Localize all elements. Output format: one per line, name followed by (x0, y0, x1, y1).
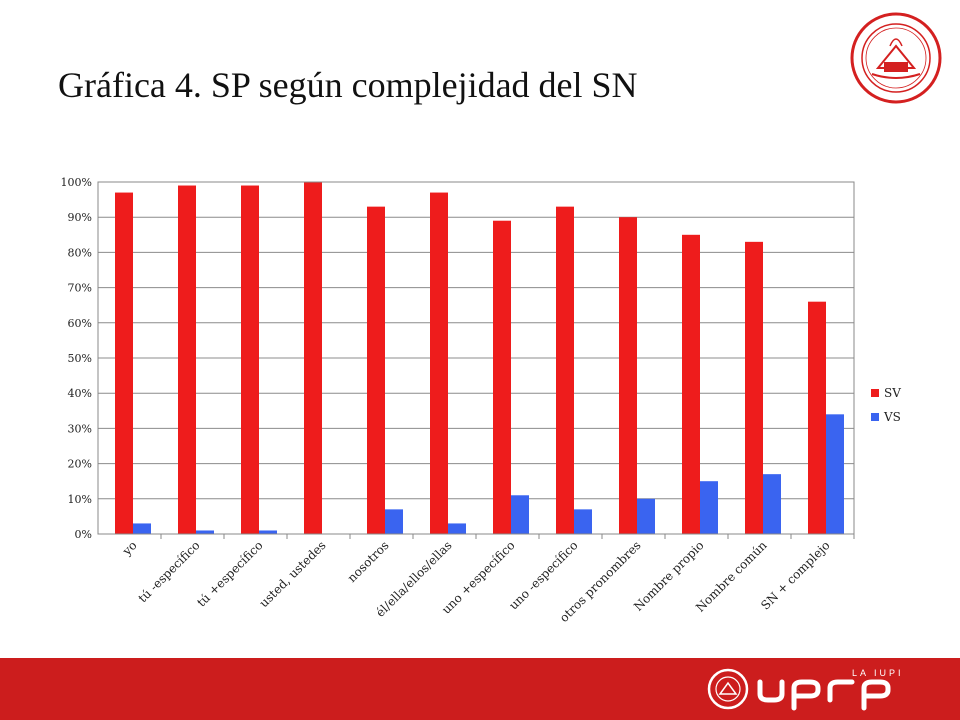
y-tick-label: 0% (75, 528, 92, 541)
y-axis-ticks: 0% 10% 20% 30% 40% 50% 60% 70% 80% 90% 100% (61, 176, 92, 541)
bar-sv (178, 185, 196, 534)
bar-sv (556, 206, 574, 534)
bar-sv (430, 192, 448, 534)
bar-vs (637, 498, 655, 534)
bar-sv (241, 185, 259, 534)
x-tick-label: SN + complejo (758, 538, 832, 612)
y-tick-label: 60% (68, 317, 92, 330)
bar-vs (700, 481, 718, 534)
bar-sv (367, 206, 385, 534)
bar-vs (196, 530, 214, 534)
plot-frame (97, 181, 855, 535)
y-tick-label: 50% (68, 352, 92, 365)
bar-sv (808, 301, 826, 534)
y-tick-label: 100% (61, 176, 92, 189)
bar-sv (304, 182, 322, 534)
legend: SV VS (871, 386, 901, 424)
x-tick-label: yo (119, 538, 140, 559)
x-tick-label: tú +específico (194, 538, 265, 609)
university-seal-icon (850, 12, 942, 104)
bar-sv (745, 241, 763, 534)
y-tick-label: 70% (68, 282, 92, 295)
y-tick-label: 80% (68, 246, 92, 259)
bars (115, 182, 844, 535)
footer-bar (0, 658, 960, 720)
footer-tagline: LA IUPI (852, 668, 904, 678)
bar-vs (259, 530, 277, 534)
x-tick-label: tú -específico (135, 538, 202, 605)
legend-label-sv: SV (884, 386, 901, 400)
y-tick-label: 10% (68, 493, 92, 506)
bar-vs (511, 495, 529, 534)
y-tick-label: 20% (68, 458, 92, 471)
y-tick-label: 40% (68, 387, 92, 400)
y-tick-label: 90% (68, 211, 92, 224)
bar-vs (448, 523, 466, 534)
y-tick-label: 30% (68, 422, 92, 435)
legend-swatch-vs (871, 413, 879, 421)
bar-vs (574, 509, 592, 534)
bar-vs (763, 474, 781, 534)
x-tick-label: nosotros (345, 538, 392, 585)
slide-title: Gráfica 4. SP según complejidad del SN (58, 65, 638, 105)
x-tick-label: usted, ustedes (257, 538, 329, 610)
bar-vs (385, 509, 403, 534)
bar-sv (619, 217, 637, 534)
bar-vs (133, 523, 151, 534)
legend-label-vs: VS (883, 410, 901, 424)
legend-swatch-sv (871, 389, 879, 397)
bar-sv (682, 234, 700, 535)
bar-sv (115, 192, 133, 534)
uprrp-logo-icon (707, 668, 891, 711)
gridlines (98, 181, 854, 535)
bar-sv (493, 220, 511, 534)
bar-vs (826, 414, 844, 534)
